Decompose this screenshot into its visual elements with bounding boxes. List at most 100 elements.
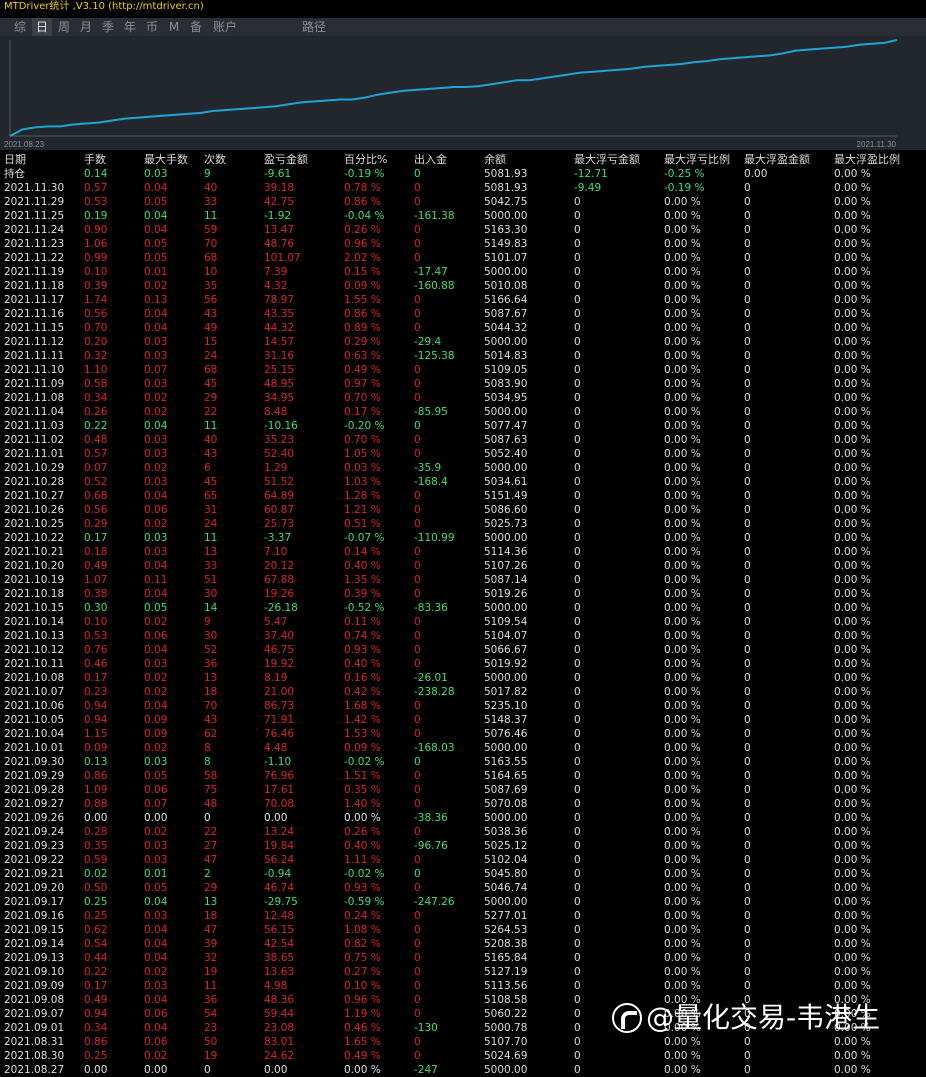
cell-max-float-profit-pct: 0.00 % [834, 602, 871, 614]
cell-max-float-profit-pct: 0.00 % [834, 294, 871, 306]
cell-percent: 0.75 % [344, 952, 381, 964]
cell-count: 0 [204, 812, 211, 824]
cell-count: 62 [204, 728, 218, 740]
tab-comment[interactable]: 备 [189, 20, 202, 34]
cell-max-lots: 0.03 [144, 854, 168, 866]
cell-max-float-profit-pct: 0.00 % [834, 952, 871, 964]
cell-max-float-profit-pct: 0.00 % [834, 280, 871, 292]
cell-count: 11 [204, 532, 218, 544]
table-row: 2021.10.28 0.52 0.03 45 51.52 1.03 % -168.4 503… [0, 475, 926, 489]
cell-deposit-withdraw: -110.99 [414, 532, 455, 544]
cell-count: 50 [204, 1036, 218, 1048]
cell-max-float-profit: 0 [744, 812, 751, 824]
table-row: 2021.10.14 0.10 0.02 9 5.47 0.11 % 0 5109.54 0 0.… [0, 615, 926, 629]
cell-max-float-loss: 0 [574, 434, 581, 446]
cell-max-float-loss: 0 [574, 1064, 581, 1076]
cell-deposit-withdraw: -83.36 [414, 602, 448, 614]
cell-deposit-withdraw: 0 [414, 588, 421, 600]
cell-max-float-loss: 0 [574, 266, 581, 278]
cell-count: 33 [204, 196, 218, 208]
header-max-float-profit-pct[interactable]: 最大浮盈比例 [834, 153, 900, 166]
cell-lots: 1.07 [84, 574, 108, 586]
cell-lots: 0.17 [84, 532, 108, 544]
cell-balance: 5000.00 [484, 462, 528, 474]
header-max-float-profit[interactable]: 最大浮盈金额 [744, 153, 810, 166]
cell-max-lots: 0.04 [144, 210, 168, 222]
cell-percent: 1.55 % [344, 294, 381, 306]
tab-month[interactable]: 月 [79, 20, 92, 34]
cell-deposit-withdraw: 0 [414, 700, 421, 712]
cell-max-float-profit-pct: 0.00 % [834, 588, 871, 600]
header-percent[interactable]: 百分比% [344, 153, 388, 166]
cell-balance: 5034.95 [484, 392, 528, 404]
cell-date: 2021.11.09 [4, 378, 65, 390]
cell-pnl: 46.74 [264, 882, 295, 894]
cell-max-lots: 0.02 [144, 462, 168, 474]
header-lots[interactable]: 手数 [84, 153, 106, 166]
cell-deposit-withdraw: 0 [414, 826, 421, 838]
cell-percent: 0.10 % [344, 980, 381, 992]
cell-max-float-profit: 0 [744, 294, 751, 306]
header-pnl[interactable]: 盈亏金额 [264, 153, 308, 166]
header-max-float-loss-pct[interactable]: 最大浮亏比例 [664, 153, 730, 166]
cell-max-float-loss-pct: 0.00 % [664, 448, 701, 460]
cell-max-lots: 0.00 [144, 1064, 168, 1076]
tab-magic[interactable]: M [168, 20, 180, 34]
cell-date: 2021.10.28 [4, 476, 65, 488]
header-deposit-withdraw[interactable]: 出入金 [414, 153, 447, 166]
cell-pnl: -9.61 [264, 168, 292, 180]
tab-quarter[interactable]: 季 [101, 20, 114, 34]
table-row: 2021.11.25 0.19 0.04 11 -1.92 -0.04 % -161.38 5… [0, 209, 926, 223]
tab-day[interactable]: 日 [32, 18, 52, 36]
cell-deposit-withdraw: 0 [414, 728, 421, 740]
tab-week[interactable]: 周 [57, 20, 70, 34]
table-row: 2021.10.29 0.07 0.02 6 1.29 0.03 % -35.9 5000.0… [0, 461, 926, 475]
tab-year[interactable]: 年 [123, 20, 136, 34]
tab-summary[interactable]: 综 [13, 20, 26, 34]
cell-pnl: 64.89 [264, 490, 295, 502]
tab-account[interactable]: 账户 [212, 20, 237, 34]
cell-pnl: 20.12 [264, 560, 295, 572]
cell-count: 43 [204, 308, 218, 320]
table-row: 2021.08.30 0.25 0.02 19 24.62 0.49 % 0 5024.69 0… [0, 1049, 926, 1063]
table-row: 2021.09.23 0.35 0.03 27 19.84 0.40 % -96.76 502… [0, 839, 926, 853]
table-row: 2021.11.15 0.70 0.04 49 44.32 0.89 % 0 5044.32 0… [0, 321, 926, 335]
tab-currency[interactable]: 币 [145, 20, 158, 34]
cell-balance: 5165.84 [484, 952, 528, 964]
cell-count: 2 [204, 868, 211, 880]
cell-date: 2021.10.18 [4, 588, 65, 600]
header-balance[interactable]: 余额 [484, 153, 506, 166]
cell-max-float-profit-pct: 0.00 % [834, 630, 871, 642]
cell-max-float-loss: 0 [574, 1022, 581, 1034]
cell-deposit-withdraw: 0 [414, 168, 421, 180]
cell-max-float-profit: 0 [744, 658, 751, 670]
header-count[interactable]: 次数 [204, 153, 226, 166]
cell-count: 47 [204, 854, 218, 866]
cell-lots: 0.17 [84, 980, 108, 992]
cell-balance: 5149.83 [484, 238, 528, 250]
cell-balance: 5070.08 [484, 798, 528, 810]
table-row: 2021.09.13 0.44 0.04 32 38.65 0.75 % 0 5165.84 0… [0, 951, 926, 965]
cell-balance: 5000.00 [484, 210, 528, 222]
cell-count: 33 [204, 560, 218, 572]
cell-deposit-withdraw: -160.88 [414, 280, 455, 292]
cell-max-float-profit-pct: 0.00 % [834, 392, 871, 404]
table-row: 2021.09.20 0.50 0.05 29 46.74 0.93 % 0 5046.74 0… [0, 881, 926, 895]
cell-date: 2021.09.07 [4, 1008, 65, 1020]
cell-percent: 0.49 % [344, 1050, 381, 1062]
cell-count: 36 [204, 658, 218, 670]
header-max-float-loss[interactable]: 最大浮亏金额 [574, 153, 640, 166]
cell-pnl: -0.94 [264, 868, 292, 880]
cell-max-float-loss: 0 [574, 392, 581, 404]
cell-balance: 5148.37 [484, 714, 528, 726]
tab-path[interactable]: 路径 [301, 20, 326, 34]
cell-lots: 0.10 [84, 266, 108, 278]
cell-max-float-loss-pct: 0.00 % [664, 854, 701, 866]
cell-balance: 5109.54 [484, 616, 528, 628]
cell-max-float-loss-pct: 0.00 % [664, 350, 701, 362]
cell-max-float-profit-pct: 0.00 % [834, 518, 871, 530]
cell-lots: 0.46 [84, 658, 108, 670]
header-date[interactable]: 日期 [4, 153, 26, 166]
header-max-lots[interactable]: 最大手数 [144, 153, 188, 166]
cell-max-lots: 0.04 [144, 308, 168, 320]
